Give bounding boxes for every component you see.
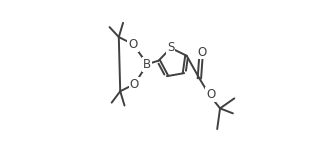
Text: O: O xyxy=(130,78,139,91)
Text: O: O xyxy=(128,38,138,51)
Text: O: O xyxy=(206,88,215,101)
Text: S: S xyxy=(167,41,174,54)
Text: O: O xyxy=(197,46,206,58)
Text: B: B xyxy=(143,58,152,71)
